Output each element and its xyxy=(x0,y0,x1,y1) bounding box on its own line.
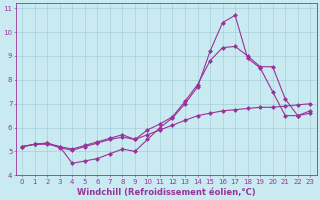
X-axis label: Windchill (Refroidissement éolien,°C): Windchill (Refroidissement éolien,°C) xyxy=(77,188,256,197)
